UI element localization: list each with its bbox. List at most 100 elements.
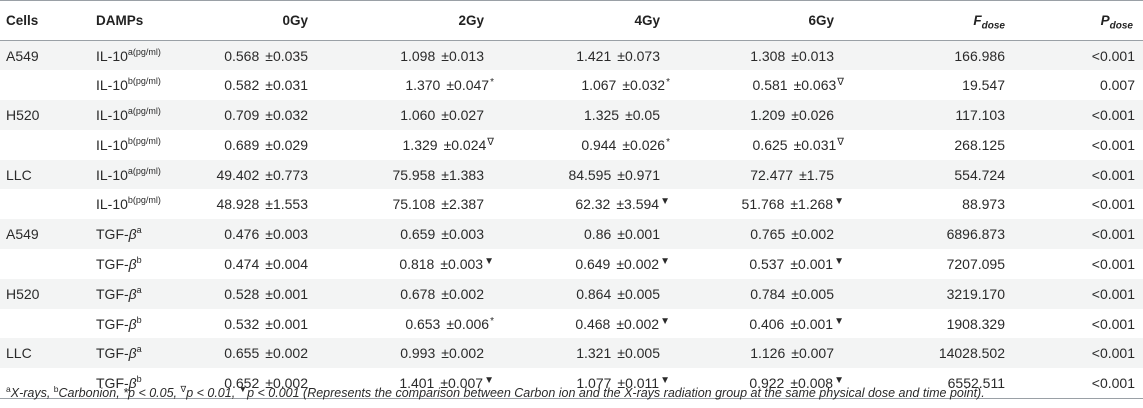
table-row: TGF-βb 0.532 ±0.001 0.653 ±0.006* 0.468 ±0.002…: [0, 308, 1143, 339]
plus-minus-sign: ±: [441, 106, 449, 123]
mean-value: 0.625: [752, 136, 788, 153]
damp-base: IL-10: [96, 166, 128, 183]
footnote-p3: p < 0.001 (Represents the comparison bet…: [247, 386, 985, 400]
damp-superscript: b(pg/ml): [127, 135, 161, 146]
damp-base: TGF-: [96, 285, 129, 302]
damp-superscript: a: [136, 284, 142, 295]
header-f-main: F: [973, 13, 982, 28]
mean-value: 1.209: [750, 106, 786, 123]
significance-mark: ▼: [484, 374, 494, 386]
footnote-a-sup: a: [6, 384, 11, 394]
sd-value: 0.063: [801, 77, 837, 94]
mean-value: 0.476: [224, 226, 260, 243]
sd-value: 0.005: [624, 345, 660, 362]
plus-minus-sign: ±: [793, 136, 802, 153]
value-6gy: 1.209 ±0.026: [718, 100, 892, 130]
header-6gy: 6Gy: [718, 0, 892, 41]
sd-value: 0.026: [630, 136, 666, 153]
sd-value: 0.005: [624, 285, 660, 302]
table-body: A549 IL-10a(pg/ml) 0.568 ±0.035 1.098 ±0.013 1…: [0, 40, 1143, 399]
f-dose-value: 88.973: [962, 196, 1005, 213]
table-row: LLC IL-10a(pg/ml) 49.402 ±0.773 75.958 ±1.383…: [0, 159, 1143, 190]
value-0gy: 0.709 ±0.032: [210, 100, 360, 130]
plus-minus-sign: ±: [441, 196, 449, 213]
value-4gy: 1.325 ±0.05: [542, 100, 718, 130]
p-dose-value: <0.001: [1091, 345, 1135, 362]
damp-superscript: a: [136, 225, 142, 236]
damp-name: IL-10b(pg/ml): [92, 70, 210, 100]
mean-value: 1.421: [576, 47, 612, 64]
table-row: LLC TGF-βa 0.655 ±0.002 0.993 ±0.002 1.321 ±0.0…: [0, 338, 1143, 369]
p-dose-value: <0.001: [1091, 285, 1135, 302]
beta-symbol: β: [128, 255, 137, 272]
plus-minus-sign: ±: [622, 136, 631, 153]
sd-value: 0.035: [272, 47, 308, 64]
damp-name: IL-10a(pg/ml): [92, 41, 210, 71]
plus-minus-sign: ±: [617, 47, 625, 64]
damp-superscript: a(pg/ml): [127, 165, 161, 176]
plus-minus-sign: ±: [265, 196, 273, 213]
value-0gy: 0.476 ±0.003: [210, 219, 360, 249]
footnote-b-sup: b: [53, 384, 59, 394]
cell-line: LLC: [6, 345, 32, 362]
sd-value: 1.75: [806, 166, 834, 183]
mean-value: 84.595: [568, 166, 612, 183]
mean-value: 1.077: [576, 374, 612, 391]
table-row: H520 IL-10a(pg/ml) 0.709 ±0.032 1.060 ±0.027 1…: [0, 100, 1143, 130]
damp-name: TGF-βb: [92, 309, 210, 339]
sd-value: 0.001: [798, 315, 834, 332]
damp-base: IL-10: [96, 106, 128, 123]
sd-value: 0.024: [451, 136, 487, 153]
sd-value: 0.027: [448, 106, 484, 123]
plus-minus-sign: ±: [441, 47, 449, 64]
damp-base: TGF-: [96, 226, 129, 243]
f-dose-value: 3219.170: [946, 285, 1005, 302]
value-0gy: 0.568 ±0.035: [210, 41, 360, 71]
beta-symbol: β: [128, 374, 137, 391]
value-0gy: 0.582 ±0.031: [210, 70, 360, 100]
value-6gy: 0.784 ±0.005: [718, 279, 892, 309]
value-2gy: 0.659 ±0.003: [360, 219, 542, 249]
plus-minus-sign: ±: [265, 285, 273, 302]
sd-value: 0.047: [454, 77, 490, 94]
damp-name: TGF-βb: [92, 368, 210, 399]
footnote-p1: *p < 0.05,: [123, 386, 181, 400]
value-6gy: 0.537 ±0.001▼: [718, 249, 892, 279]
value-4gy: 0.86 ±0.001: [542, 219, 718, 249]
plus-minus-sign: ±: [441, 285, 449, 302]
value-0gy: 0.528 ±0.001: [210, 279, 360, 309]
significance-mark: ▼: [660, 315, 670, 327]
damp-base: TGF-: [96, 315, 129, 332]
value-2gy: 75.958 ±1.383: [360, 160, 542, 190]
sd-value: 0.011: [625, 374, 660, 391]
header-0gy: 0Gy: [210, 0, 360, 41]
sd-value: 0.002: [448, 345, 484, 362]
damp-name: IL-10a(pg/ml): [92, 160, 210, 190]
plus-minus-sign: ±: [265, 255, 273, 272]
value-0gy: 48.928 ±1.553: [210, 189, 360, 219]
plus-minus-sign: ±: [446, 77, 455, 94]
mean-value: 0.864: [576, 285, 612, 302]
sd-value: 0.001: [798, 255, 834, 272]
sd-value: 0.002: [272, 374, 308, 391]
sd-value: 0.002: [272, 345, 308, 362]
beta-symbol: β: [128, 345, 137, 362]
footnote-p2: p < 0.01,: [186, 386, 239, 400]
sd-value: 0.031: [801, 136, 837, 153]
p-dose-value: <0.001: [1091, 315, 1135, 332]
value-6gy: 0.581 ±0.063∇: [718, 70, 892, 100]
cell-line: H520: [6, 106, 40, 123]
p-dose-value: <0.001: [1091, 166, 1135, 183]
mean-value: 0.528: [224, 285, 260, 302]
sd-value: 0.001: [624, 226, 660, 243]
value-6gy: 0.765 ±0.002: [718, 219, 892, 249]
plus-minus-sign: ±: [265, 315, 273, 332]
damp-name: TGF-βa: [92, 279, 210, 309]
sd-value: 0.005: [798, 285, 834, 302]
plus-minus-sign: ±: [441, 166, 449, 183]
p-dose-value: 0.007: [1099, 77, 1135, 94]
plus-minus-sign: ±: [441, 226, 449, 243]
header-f-dose: Fdose: [892, 0, 1027, 41]
mean-value: 0.922: [749, 374, 785, 391]
plus-minus-sign: ±: [799, 166, 807, 183]
